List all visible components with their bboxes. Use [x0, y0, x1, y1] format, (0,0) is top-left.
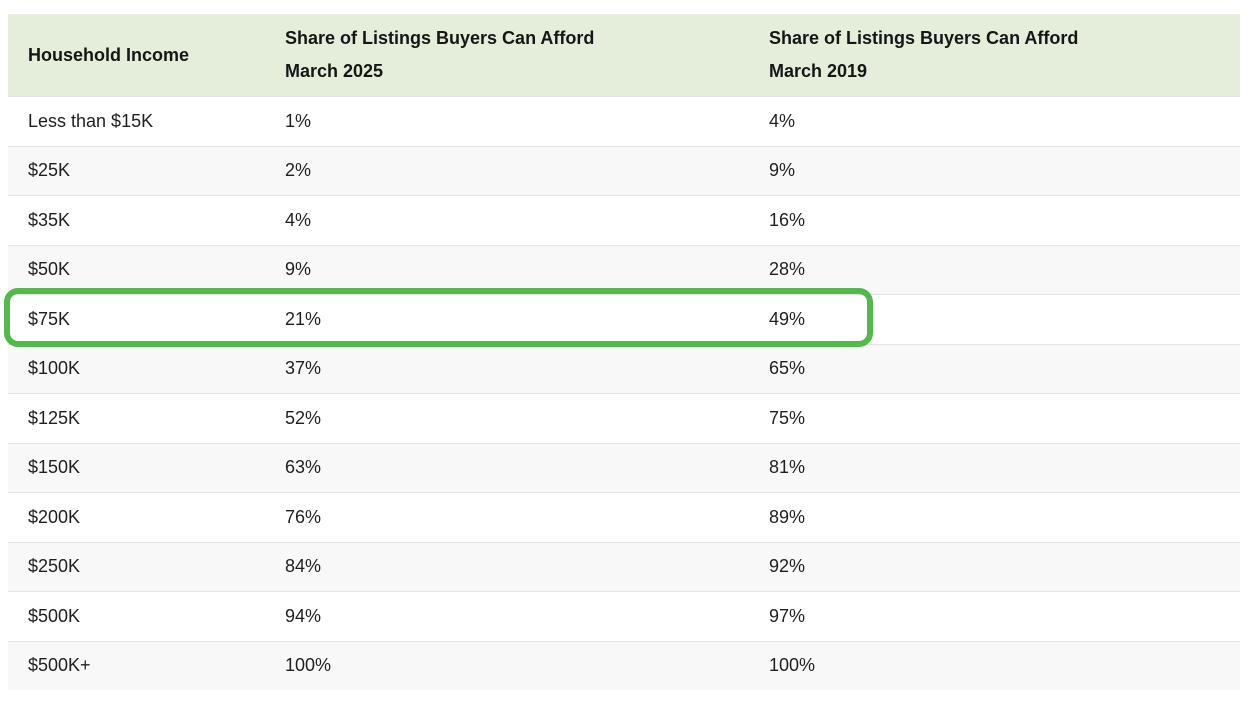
table-row: $250K 84% 92%: [8, 541, 1240, 591]
share-2025-cell: 21%: [285, 308, 322, 329]
share-2019-cell: 75%: [769, 407, 806, 428]
table-row: $150K 63% 81%: [8, 442, 1240, 492]
table-row: $500K+ 100% 100%: [8, 640, 1240, 690]
share-2025-cell: 84%: [285, 556, 322, 577]
share-2025-cell: 63%: [285, 457, 322, 478]
column-header-share-2019: Share of Listings Buyers Can Afford Marc…: [769, 14, 1240, 96]
share-2019-cell: 28%: [769, 259, 806, 280]
affordability-table: Household Income Share of Listings Buyer…: [4, 14, 1240, 690]
share-2019-cell: 97%: [769, 605, 806, 626]
share-2025-cell: 4%: [285, 209, 312, 230]
income-cell: $500K+: [28, 655, 91, 676]
income-cell: $25K: [28, 160, 71, 181]
share-2019-cell: 92%: [769, 556, 806, 577]
table-row: Less than $15K 1% 4%: [8, 96, 1240, 146]
table-row: $75K 21% 49%: [4, 288, 1240, 347]
income-cell: $200K: [28, 506, 81, 527]
income-cell: $50K: [28, 259, 71, 280]
table-row: $25K 2% 9%: [8, 145, 1240, 195]
table-row: $100K 37% 65%: [8, 343, 1240, 393]
column-header-share-2025: Share of Listings Buyers Can Afford Marc…: [285, 14, 769, 96]
share-2025-cell: 37%: [285, 358, 322, 379]
column-header-share-2025-line2: March 2025: [285, 61, 384, 81]
share-2019-cell: 16%: [769, 209, 806, 230]
table-row: $35K 4% 16%: [8, 195, 1240, 245]
column-header-household-income: Household Income: [8, 14, 285, 96]
share-2019-cell: 100%: [769, 655, 816, 676]
table-row: $125K 52% 75%: [8, 393, 1240, 443]
share-2019-cell: 89%: [769, 506, 806, 527]
column-header-share-2019-line1: Share of Listings Buyers Can Afford: [769, 28, 1079, 48]
table-row: $50K 9% 28%: [8, 244, 1240, 294]
share-2025-cell: 9%: [285, 259, 312, 280]
share-2025-cell: 52%: [285, 407, 322, 428]
column-header-share-2019-line2: March 2019: [769, 61, 868, 81]
income-cell: $75K: [28, 308, 71, 329]
table-row: $200K 76% 89%: [8, 492, 1240, 542]
share-2025-cell: 94%: [285, 605, 322, 626]
column-header-share-2025-line1: Share of Listings Buyers Can Afford: [285, 28, 595, 48]
income-cell: $100K: [28, 358, 81, 379]
share-2025-cell: 2%: [285, 160, 312, 181]
share-2019-cell: 9%: [769, 160, 796, 181]
income-cell: $125K: [28, 407, 81, 428]
share-2025-cell: 76%: [285, 506, 322, 527]
share-2025-cell: 100%: [285, 655, 332, 676]
share-2025-cell: 1%: [285, 110, 312, 131]
share-2019-cell: 81%: [769, 457, 806, 478]
share-2019-cell: 4%: [769, 110, 796, 131]
income-cell: $250K: [28, 556, 81, 577]
table-body: Less than $15K 1% 4% $25K 2% 9% $35K 4% 16% $50K 9…: [4, 96, 1240, 690]
share-2019-cell: 49%: [769, 308, 806, 329]
income-cell: $35K: [28, 209, 71, 230]
table-row: $500K 94% 97%: [8, 591, 1240, 641]
income-cell: Less than $15K: [28, 110, 154, 131]
share-2019-cell: 65%: [769, 358, 806, 379]
income-cell: $150K: [28, 457, 81, 478]
column-header-household-income-label: Household Income: [28, 44, 190, 65]
table-header-row: Household Income Share of Listings Buyer…: [8, 14, 1240, 96]
income-cell: $500K: [28, 605, 81, 626]
